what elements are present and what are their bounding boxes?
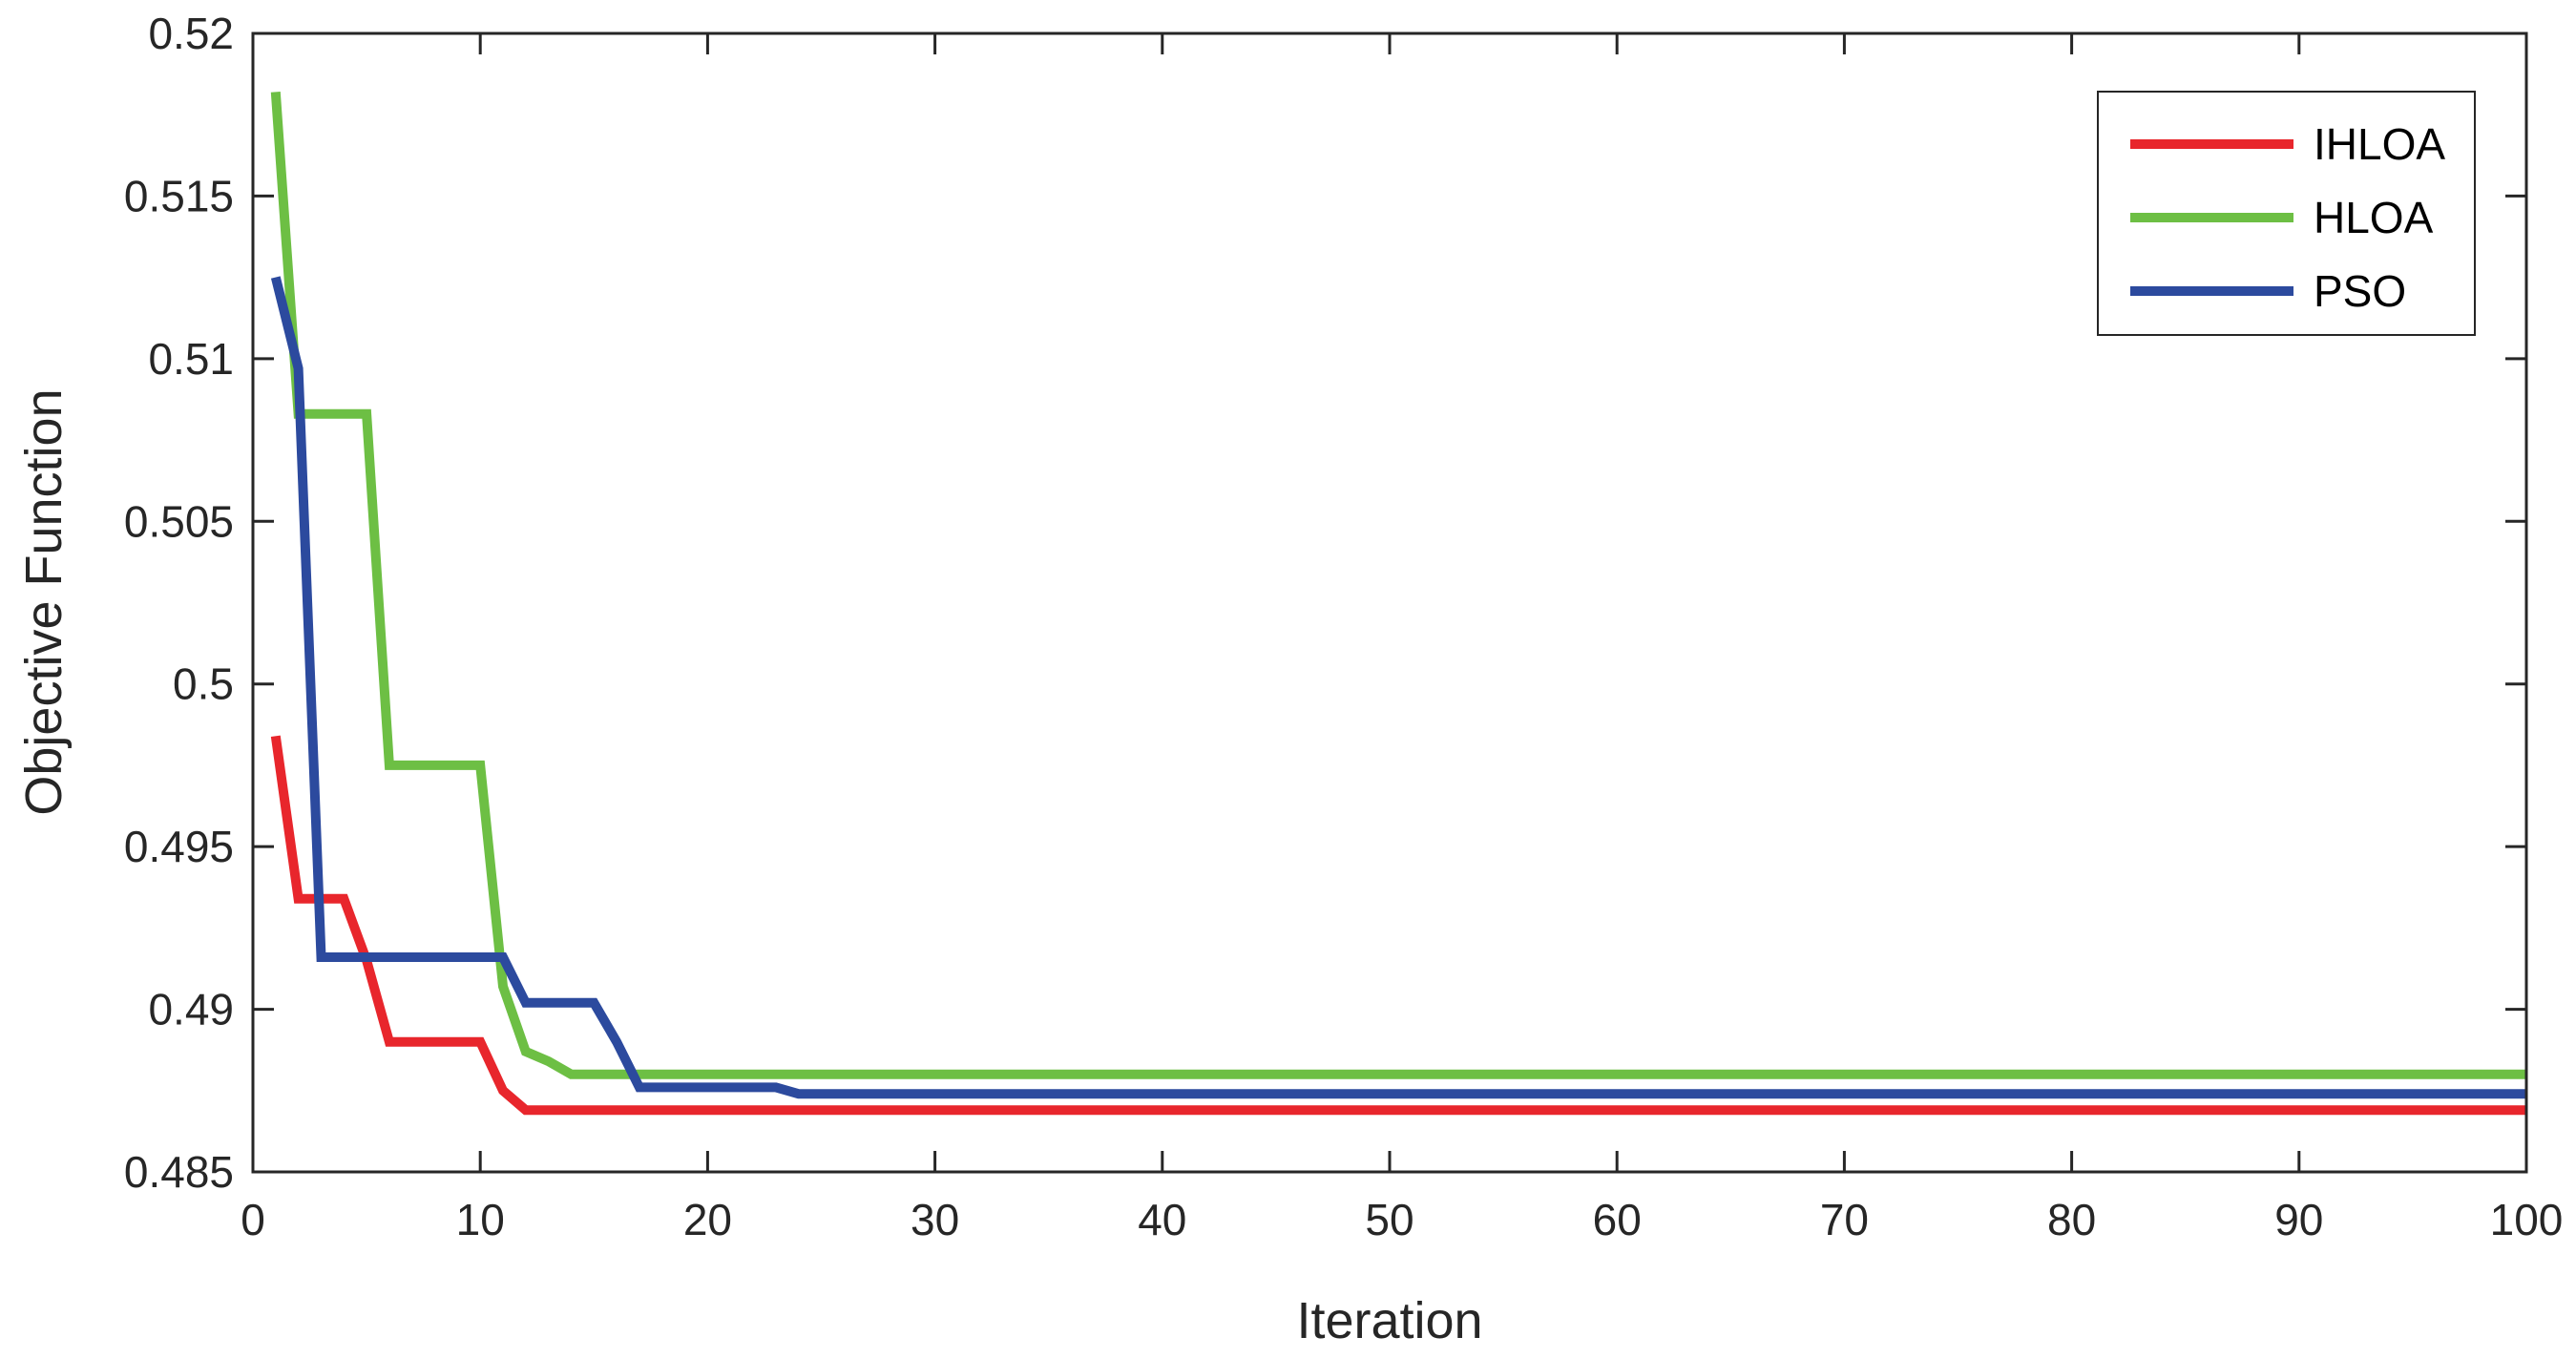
y-tick-label: 0.51 — [148, 334, 234, 384]
y-tick-label: 0.49 — [148, 985, 234, 1034]
x-tick-label: 100 — [2490, 1195, 2564, 1244]
x-tick-label: 70 — [1820, 1195, 1869, 1244]
plot-area-frame — [251, 31, 2528, 1174]
y-tick-label: 0.5 — [173, 659, 234, 709]
x-tick-label: 10 — [456, 1195, 505, 1244]
x-tick-label: 50 — [1365, 1195, 1414, 1244]
y-axis-title: Objective Function — [15, 388, 73, 815]
legend-label-ihloa: IHLOA — [2314, 119, 2445, 169]
series-line-ihloa — [270, 735, 2526, 1116]
x-tick-label: 90 — [2274, 1195, 2323, 1244]
x-tick-label: 80 — [2047, 1195, 2096, 1244]
x-tick-label: 20 — [683, 1195, 732, 1244]
y-tick-label: 0.495 — [124, 822, 234, 871]
x-tick-label: 60 — [1593, 1195, 1642, 1244]
legend-label-hloa: HLOA — [2314, 193, 2434, 242]
series-line-pso — [270, 276, 2526, 1099]
y-tick-label: 0.505 — [124, 496, 234, 546]
x-axis-title: Iteration — [1296, 1292, 1482, 1349]
x-tick-label: 0 — [241, 1195, 265, 1244]
y-tick-label: 0.515 — [124, 171, 234, 220]
y-tick-label: 0.485 — [124, 1147, 234, 1197]
legend-label-pso: PSO — [2314, 266, 2406, 316]
x-tick-label: 40 — [1138, 1195, 1186, 1244]
y-tick-label: 0.52 — [148, 9, 234, 58]
series-line-hloa — [270, 92, 2526, 1079]
legend: IHLOA HLOA PSO — [2097, 91, 2476, 336]
x-tick-label: 30 — [911, 1195, 959, 1244]
